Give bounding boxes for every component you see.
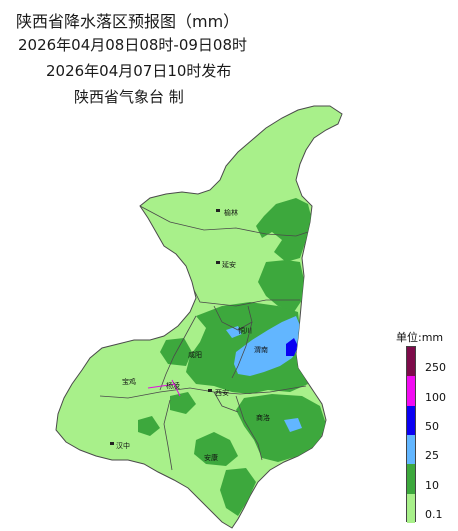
moderate-rain-zone-patch [170,392,196,414]
boundary-xianyang-baoji [159,315,197,391]
legend-swatch-100 [407,376,415,406]
heavy-rain-zone-weinan [234,316,302,376]
issue-time: 2026年04月07日10时发布 [46,62,232,80]
boundary-yulin-yanan [139,205,309,237]
map-title: 陕西省降水落区预报图（mm） [16,12,240,31]
city-marker-yulin [216,209,220,212]
legend-swatch-0_1 [407,493,415,523]
legend-label-25: 25 [425,449,439,463]
moderate-rain-zone-southern-tip [220,468,256,516]
legend-label-50: 50 [425,420,439,433]
city-markers [110,209,220,445]
heavy-rain-zone-small [226,326,242,338]
rainstorm-zone-weinan [286,338,298,356]
city-marker-hanzhong [110,442,114,445]
legend-label-10: 10 [425,478,439,492]
issuer: 陕西省气象台 制 [74,88,184,106]
moderate-rain-zone-northeast [256,198,312,262]
legend-label-0_1: 0.1 [425,508,443,521]
moderate-rain-zone-east [258,260,304,312]
forecast-period: 2026年04月08日08时-09日08时 [18,36,248,54]
legend-label-100: 100 [425,390,446,404]
city-label-hanzhong: 汉中 [116,441,130,450]
legend-label-250: 250 [425,361,446,375]
boundary-tongchuan [213,305,253,331]
city-label-baoji: 宝鸡 [122,377,136,386]
moderate-rain-zone-southwest [194,432,238,466]
boundary-ankang-shangluo [235,395,263,461]
boundary-xian-shangluo [213,391,239,413]
city-label-weinan: 渭南 [254,345,268,354]
city-label-xian: 西安 [215,388,229,397]
city-label-yulin: 榆林 [224,208,238,217]
legend-swatch-25 [407,435,415,465]
city-label-xianyang: 咸阳 [188,350,202,359]
legend-color-bar [406,346,416,523]
boundary-guanzhong-south [99,385,307,399]
city-marker-yanan [216,261,220,264]
city-label-shangluo: 商洛 [256,413,270,422]
legend-swatch-10 [407,464,415,494]
boundary-hanzhong-ankang [163,399,173,471]
heavy-rain-zone-south-east [284,418,302,432]
city-label-yangling: 杨凌 [166,381,180,390]
boundary-weinan-xianyang [231,321,253,379]
moderate-rain-zone-patch2 [138,416,160,436]
city-label-tongchuan: 铜川 [238,326,252,335]
city-labels: 榆林 延安 铜川 渭南 咸阳 宝鸡 杨凌 西安 商洛 汉中 安康 [116,208,270,462]
yangling-boundary [147,379,181,397]
legend-title: 单位:mm [396,331,444,344]
city-label-ankang: 安康 [204,453,218,462]
city-label-yanan: 延安 [222,260,236,269]
legend-swatch-50 [407,405,415,435]
city-marker-xian [208,389,212,392]
legend-swatch-250 [407,347,415,377]
